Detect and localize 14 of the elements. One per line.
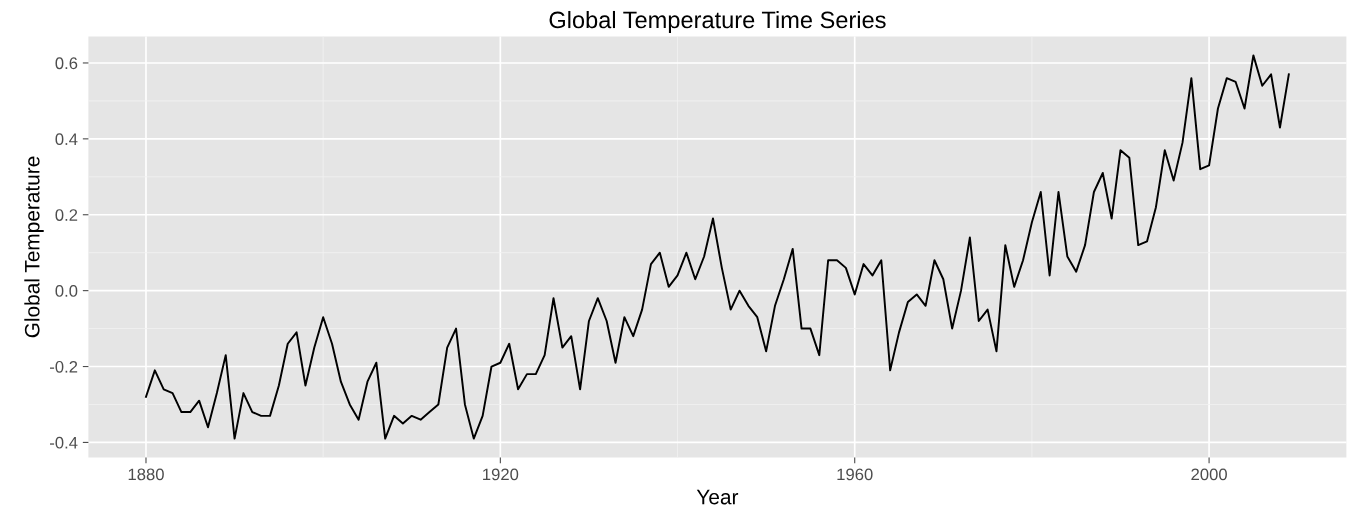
x-tick-label: 1880	[128, 468, 164, 481]
y-tick-label: -0.2	[50, 360, 78, 373]
line-series	[145, 54, 1290, 440]
chart-title: Global Temperature Time Series	[549, 10, 886, 33]
x-tick-label: 1960	[837, 468, 873, 481]
y-axis-title: Global Temperature	[24, 156, 44, 338]
x-tick-label: 2000	[1191, 468, 1227, 481]
y-tick-label: -0.4	[50, 436, 78, 449]
y-tick-label: 0.4	[55, 133, 78, 146]
y-tick-label: 0.0	[55, 285, 78, 297]
y-tick-label: 0.6	[55, 57, 78, 70]
x-axis-title: Year	[696, 489, 739, 505]
y-tick-label: 0.2	[55, 209, 78, 221]
x-tick-label: 1920	[483, 468, 519, 481]
